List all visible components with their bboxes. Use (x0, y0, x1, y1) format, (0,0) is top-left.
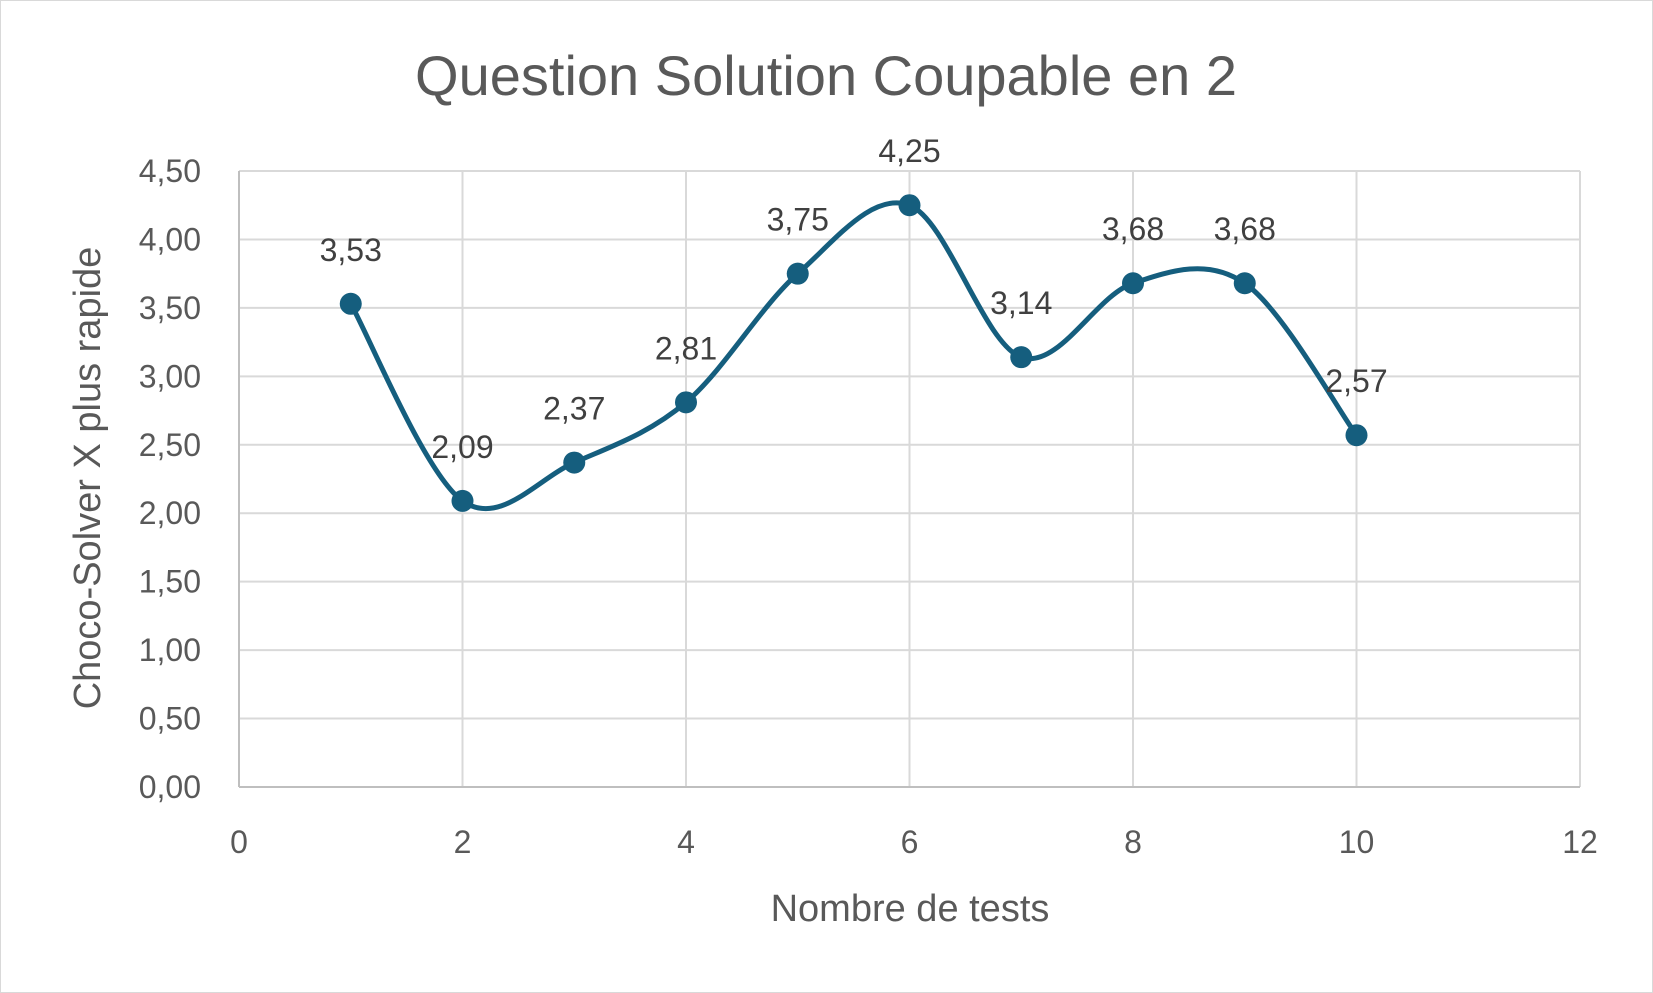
data-point (563, 451, 586, 474)
tick-labels: 0,00 0,50 1,00 1,50 2,00 2,50 3,00 3,50 4,00 4,50… (139, 153, 1598, 860)
data-label: 2,81 (655, 330, 717, 366)
data-point (786, 262, 809, 285)
series (339, 194, 1368, 512)
y-tick-label: 2,50 (139, 427, 201, 463)
x-tick-label: 6 (901, 824, 919, 860)
data-point (1233, 272, 1256, 295)
x-tick-label: 12 (1562, 824, 1598, 860)
y-tick-label: 1,50 (139, 564, 201, 600)
y-tick-label: 4,50 (139, 153, 201, 189)
data-label: 3,75 (767, 202, 829, 238)
data-point (898, 194, 921, 217)
y-tick-label: 1,00 (139, 632, 201, 668)
gridlines (239, 170, 1581, 787)
data-label: 3,68 (1102, 211, 1164, 247)
x-tick-label: 10 (1339, 824, 1375, 860)
data-point (1010, 346, 1033, 369)
x-tick-label: 4 (677, 824, 695, 860)
x-tick-label: 0 (230, 824, 248, 860)
y-tick-label: 3,50 (139, 290, 201, 326)
y-tick-label: 3,00 (139, 358, 201, 394)
data-point (1345, 424, 1368, 447)
y-tick-label: 0,50 (139, 701, 201, 737)
y-tick-label: 0,00 (139, 769, 201, 805)
y-axis-title: Choco-Solver X plus rapide (67, 247, 109, 710)
axes (238, 171, 1580, 788)
data-point (339, 292, 362, 315)
data-label: 2,57 (1325, 363, 1387, 399)
x-tick-label: 2 (454, 824, 472, 860)
data-point (675, 391, 697, 414)
data-label: 2,37 (543, 391, 605, 427)
data-label: 3,53 (320, 232, 382, 268)
series-line (348, 200, 1359, 512)
data-label: 3,68 (1214, 211, 1276, 247)
x-tick-label: 8 (1124, 824, 1142, 860)
data-label: 3,14 (990, 285, 1052, 321)
data-point (1122, 272, 1144, 295)
y-tick-label: 2,00 (139, 495, 201, 531)
y-tick-label: 4,00 (139, 221, 201, 257)
data-label: 4,25 (878, 133, 940, 169)
data-labels: 3,53 2,09 2,37 2,81 3,75 4,25 3,14 3,68 3,68 2,57 (320, 133, 1388, 465)
x-axis-title: Nombre de tests (771, 888, 1050, 930)
data-point (451, 489, 474, 512)
chart-title: Question Solution Coupable en 2 (415, 44, 1237, 107)
data-label: 2,09 (431, 429, 493, 465)
